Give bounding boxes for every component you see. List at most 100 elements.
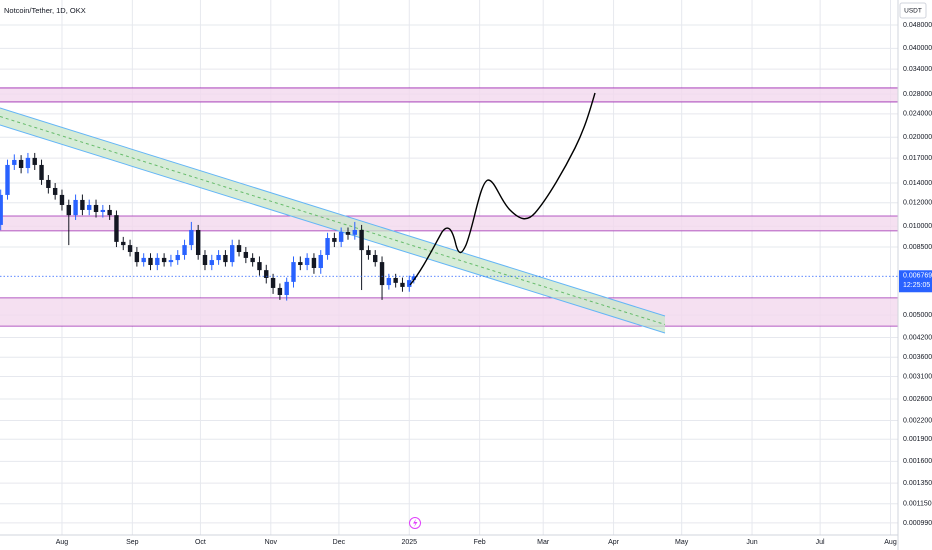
y-tick-label: 0.004200 [903,334,932,341]
candle-body [32,157,37,165]
candle-body [243,251,249,258]
candle-body [352,229,357,235]
x-tick-label: Dec [333,539,346,546]
currency-box[interactable] [899,2,927,19]
y-tick-label: 0.010000 [903,223,932,230]
candle-body [277,287,283,295]
channel-bottom [0,124,666,334]
x-tick-label: Jul [816,539,825,546]
zone [0,297,898,327]
y-tick-label: 0.008500 [903,244,932,251]
candle-body [25,157,31,168]
candle-body [5,164,10,195]
x-tick-label: Mar [537,539,550,546]
candle-body [250,257,255,263]
candle-body [291,262,296,282]
x-tick-label: Jun [746,539,757,546]
candle-body [182,245,187,255]
overlay: 0.006769 12:25:05 [0,270,932,293]
y-tick-label: 0.003600 [903,354,932,361]
candle-body [18,159,24,168]
candle-body [209,260,214,266]
y-tick-label: 0.003100 [903,373,932,380]
x-tick-label: Apr [608,539,620,546]
channel [0,107,666,334]
candle-body [270,277,276,288]
x-tick-label: Feb [474,539,486,546]
candle-body [223,254,228,263]
x-tick-label: Aug [56,539,69,546]
event-icon-bolt [413,519,418,527]
y-tick-label: 0.012000 [903,200,932,207]
y-tick-label: 0.024000 [903,111,932,118]
y-tick-label: 0.005000 [903,312,932,319]
candle-body [332,238,337,242]
x-tick-label: Nov [265,539,278,546]
chart-title: Notcoin/Tether, 1D, OKX [4,6,86,15]
candle-body [93,204,99,213]
y-tick-label: 0.048000 [903,22,932,29]
candle-body [304,257,310,266]
channel-top [0,107,666,317]
candle-body [66,204,71,216]
candle-body [100,209,106,213]
forecast-drawing [409,92,596,286]
candle-body [39,164,44,180]
x-tick-label: Aug [884,539,897,546]
y-tick-label: 0.014000 [903,180,932,187]
candle-body [202,254,208,266]
candle-body [52,187,58,195]
candle-body [59,194,65,205]
candle-body [141,257,146,263]
zones [0,87,898,327]
y-tick-label: 0.040000 [903,45,932,52]
candle-body [264,270,269,278]
candle-body [318,254,323,268]
candle-body [359,229,364,251]
candle-body [107,209,112,216]
candle-body [373,254,378,263]
candle-body [284,281,289,295]
x-tick-label: Oct [195,539,206,546]
y-tick-label: 0.028000 [903,91,932,98]
candle-body [407,280,412,287]
candle-body [311,257,317,268]
y-tick-label: 0.000990 [903,520,932,527]
y-tick-label: 0.001350 [903,480,932,487]
candle-body [411,276,417,281]
candle-body [400,282,405,287]
candle-body [386,277,392,286]
candle-body [12,159,17,165]
channel-mid [0,116,666,325]
candle-body [161,257,167,263]
candle-body [325,238,330,255]
candle-body [87,204,92,210]
zone [0,87,898,102]
candle-body [379,262,385,286]
candle-body [73,199,78,216]
countdown-label: 12:25:05 [903,282,930,289]
last-price-label: 0.006769 [903,273,932,280]
x-tick-label: Sep [126,539,139,546]
candle-body [236,245,242,252]
candle-body [345,231,351,235]
candle-body [195,229,201,255]
zone [0,215,898,231]
candle-body [121,241,126,246]
y-tick-label: 0.020000 [903,134,932,141]
candle-body [127,245,133,252]
y-tick-label: 0.001150 [903,501,932,508]
candle-body [230,245,235,263]
x-tick-label: 2025 [401,539,417,546]
axes: 0.048000 0.040000 0.034000 0.028000 0.024000… [56,22,932,546]
candle-body [393,277,398,283]
y-tick-label: 0.001600 [903,458,932,465]
y-tick-label: 0.002200 [903,417,932,424]
candle-body [216,254,221,261]
y-tick-label: 0.017000 [903,155,932,162]
candle-body [168,260,174,263]
candle-body [338,231,344,242]
candle-body [46,179,51,188]
